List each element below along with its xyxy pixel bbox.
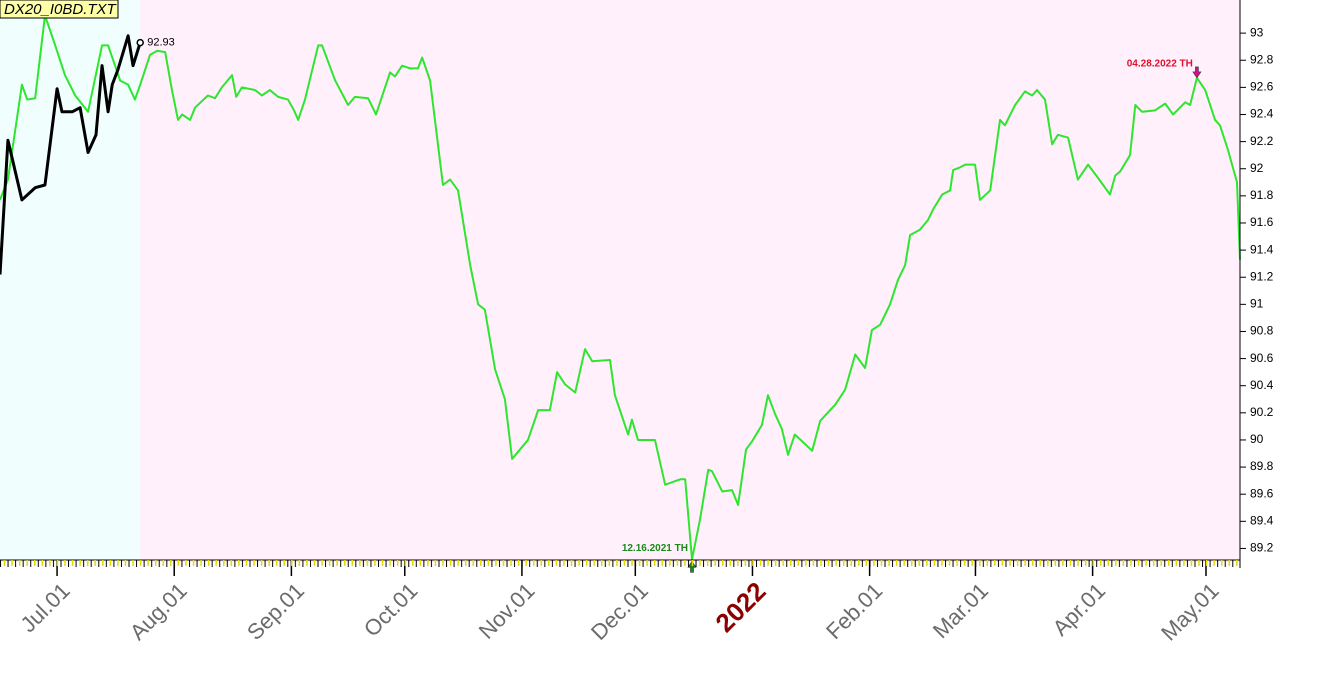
y-tick-label: 92	[1250, 161, 1264, 175]
y-tick-label: 91.2	[1250, 269, 1274, 283]
y-tick-label: 91.8	[1250, 188, 1274, 202]
x-tick-label: May.01	[1156, 578, 1224, 646]
y-tick-label: 89.2	[1250, 541, 1274, 555]
y-tick-label: 89.4	[1250, 513, 1274, 527]
y-tick-label: 92.2	[1250, 134, 1274, 148]
y-tick-label: 90.4	[1250, 378, 1274, 392]
y-tick-label: 92.4	[1250, 107, 1274, 121]
y-tick-label: 93	[1250, 25, 1264, 39]
x-tick-label: 2022	[709, 576, 771, 638]
series-line	[0, 34, 142, 275]
series-line	[0, 14, 1241, 561]
plot-background	[140, 0, 1240, 562]
x-tick-label: Aug.01	[125, 578, 192, 645]
title-box	[0, 0, 119, 19]
x-tick-label: Oct.01	[359, 578, 423, 642]
plot-background-recent	[0, 0, 141, 562]
annotation-label: 04.28.2022 TH	[1127, 59, 1193, 70]
y-tick-label: 90.2	[1250, 405, 1274, 419]
x-tick-label: Feb.01	[821, 578, 887, 644]
last-point	[136, 38, 144, 47]
last-value-label: 92.93	[147, 37, 175, 49]
y-tick-label: 89.8	[1250, 459, 1274, 473]
y-tick-label: 90.8	[1250, 324, 1274, 338]
annotation-label: 12.16.2021 TH	[622, 543, 688, 554]
x-tick-label: Mar.01	[928, 578, 993, 643]
x-tick-label: Jul.01	[16, 578, 75, 637]
y-tick-label: 91	[1250, 297, 1264, 311]
x-tick-label: Nov.01	[474, 578, 540, 644]
x-tick-label: Apr.01	[1048, 578, 1111, 641]
x-tick-label: Dec.01	[586, 578, 653, 645]
x-tick-label: Sep.01	[242, 578, 309, 645]
chart-title: DX20_I0BD.TXT	[4, 1, 118, 18]
y-tick-label: 91.6	[1250, 215, 1274, 229]
y-tick-label: 90.6	[1250, 351, 1274, 365]
annotation-arrow	[1192, 66, 1202, 79]
y-tick-label: 91.4	[1250, 242, 1274, 256]
y-tick-label: 90	[1250, 432, 1264, 446]
minor-ticks	[0, 560, 1240, 567]
y-tick-label: 89.6	[1250, 486, 1274, 500]
y-tick-label: 92.6	[1250, 80, 1274, 94]
y-tick-label: 92.8	[1250, 52, 1274, 66]
